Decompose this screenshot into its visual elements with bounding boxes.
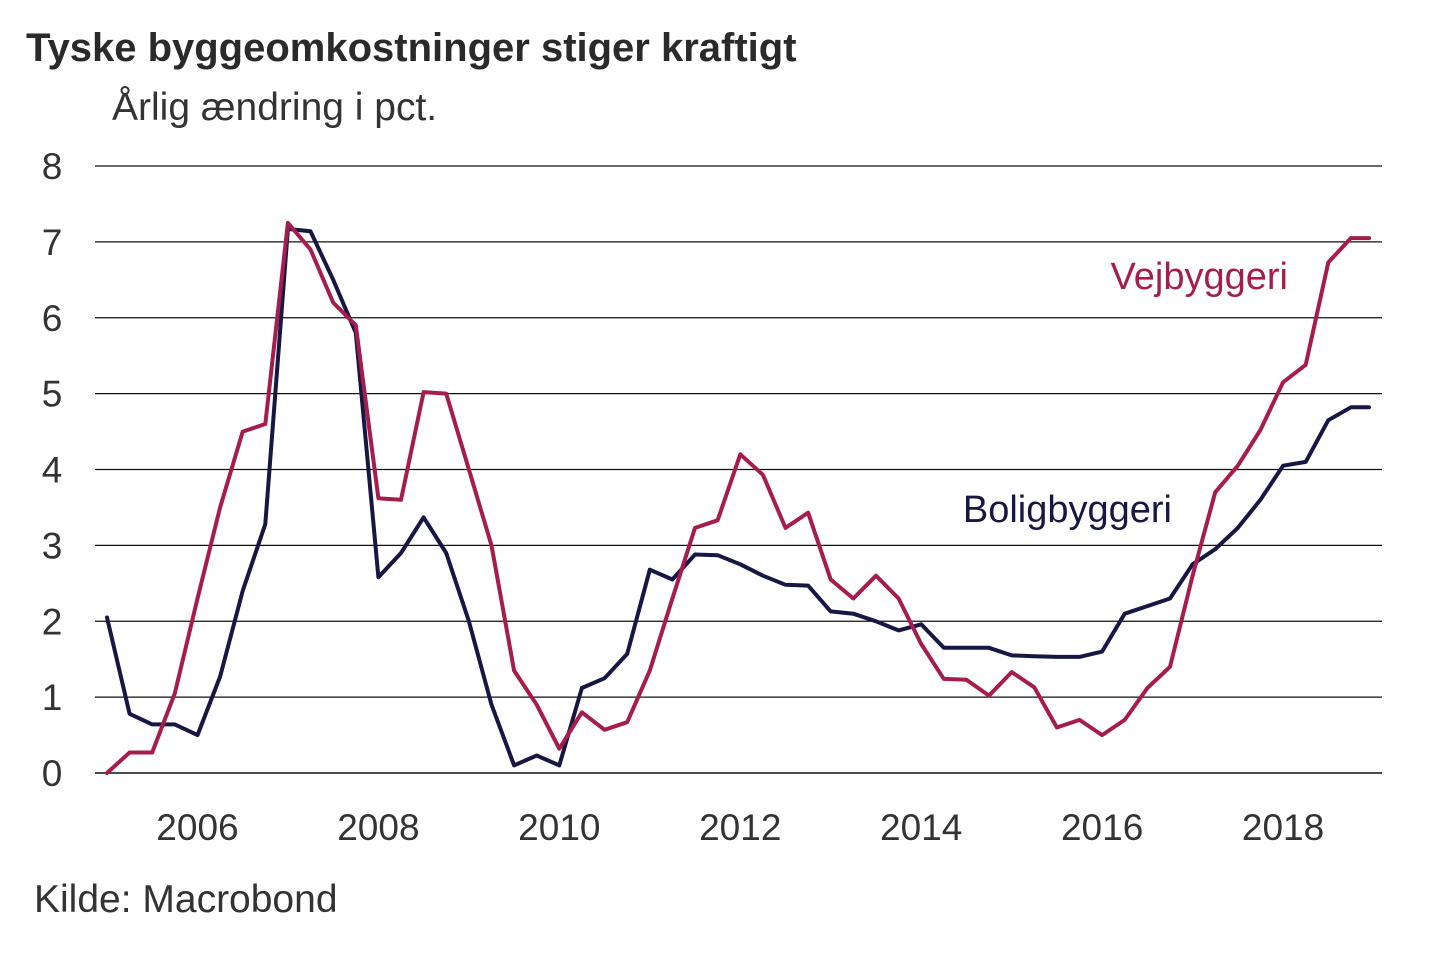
x-tick-label: 2012 <box>699 807 781 848</box>
source-note: Kilde: Macrobond <box>34 878 338 921</box>
series-label-boligbyggeri: Boligbyggeri <box>963 489 1172 531</box>
x-tick-label: 2006 <box>156 807 238 848</box>
y-tick-label: 3 <box>42 525 63 566</box>
x-tick-label: 2014 <box>880 807 962 848</box>
series-lines <box>105 220 1371 775</box>
y-tick-label: 4 <box>42 450 63 491</box>
y-tick-label: 1 <box>42 677 63 718</box>
y-tick-label: 5 <box>42 374 63 415</box>
y-tick-label: 8 <box>42 146 63 187</box>
gridlines <box>95 165 1382 774</box>
x-tick-label: 2016 <box>1061 807 1143 848</box>
y-tick-label: 0 <box>42 753 63 794</box>
y-tick-label: 2 <box>42 601 63 642</box>
x-tick-label: 2018 <box>1242 807 1324 848</box>
chart-title: Tyske byggeomkostninger stiger kraftigt <box>26 26 797 70</box>
y-axis-ticks: 0 1 2 3 4 5 6 7 8 <box>42 146 63 794</box>
series-line-vejbyggeri <box>105 220 1371 775</box>
y-axis-unit-label: Årlig ændring i pct. <box>112 86 438 129</box>
y-tick-label: 6 <box>42 298 63 339</box>
x-tick-label: 2010 <box>518 807 600 848</box>
series-line-boligbyggeri <box>105 227 1371 768</box>
series-label-vejbyggeri: Vejbyggeri <box>1111 256 1288 298</box>
y-tick-label: 7 <box>42 222 63 263</box>
x-axis-ticks: 2006 2008 2010 2012 2014 2016 2018 <box>156 807 1324 848</box>
x-tick-label: 2008 <box>337 807 419 848</box>
